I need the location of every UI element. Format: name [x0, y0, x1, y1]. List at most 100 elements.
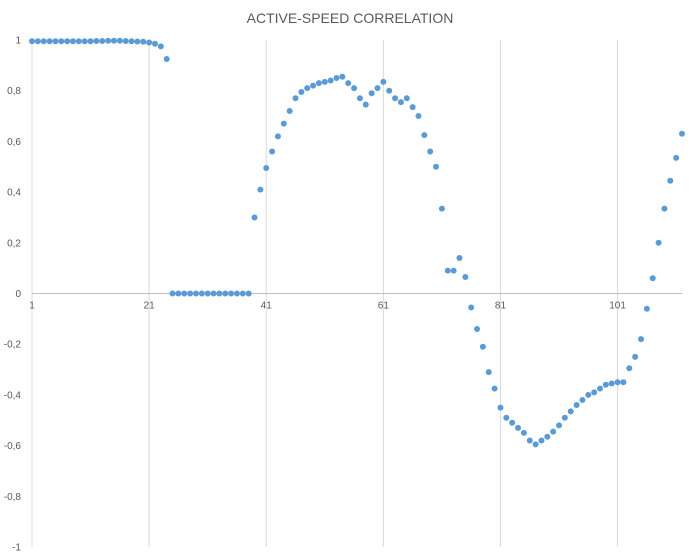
data-point — [40, 38, 47, 45]
data-point — [632, 353, 639, 360]
data-point — [292, 95, 299, 102]
data-point — [386, 87, 393, 94]
x-tick-label: 21 — [144, 301, 156, 312]
data-point — [515, 424, 522, 431]
data-point — [392, 95, 399, 102]
data-point — [321, 78, 328, 85]
data-point — [626, 365, 633, 372]
data-point — [228, 290, 235, 297]
data-point — [110, 37, 117, 44]
chart-title: ACTIVE-SPEED CORRELATION — [247, 10, 454, 26]
data-point — [556, 422, 563, 429]
x-tick-label: 81 — [495, 301, 507, 312]
data-point — [479, 343, 486, 350]
data-point — [567, 408, 574, 415]
x-tick-labels: 1 21 41 61 81 101 — [29, 301, 626, 312]
data-point — [204, 290, 211, 297]
y-tick-label: -0,6 — [4, 441, 22, 452]
data-point — [122, 38, 129, 45]
data-point — [163, 56, 170, 63]
data-point — [146, 39, 153, 46]
data-point — [345, 80, 352, 87]
data-point — [157, 43, 164, 50]
y-tick-label: 0,8 — [7, 86, 21, 97]
data-point — [585, 391, 592, 398]
data-point — [421, 132, 428, 139]
x-tick-label: 61 — [378, 301, 390, 312]
data-point — [456, 255, 463, 262]
data-point — [64, 38, 71, 45]
y-tick-label: -0,4 — [4, 390, 22, 401]
data-point — [99, 38, 106, 45]
data-point — [403, 95, 410, 102]
y-tick-label: -0,8 — [4, 492, 22, 503]
data-point — [75, 38, 82, 45]
data-point — [667, 177, 674, 184]
data-point — [187, 290, 194, 297]
data-point — [368, 90, 375, 97]
data-point — [245, 290, 252, 297]
data-point — [649, 275, 656, 282]
data-point — [181, 290, 188, 297]
data-points — [29, 37, 685, 448]
data-point — [474, 325, 481, 332]
data-point — [327, 77, 334, 84]
data-point — [643, 305, 650, 312]
data-point — [544, 433, 551, 440]
data-point — [298, 88, 305, 95]
data-point — [222, 290, 229, 297]
data-point — [444, 267, 451, 274]
data-point — [579, 396, 586, 403]
data-point — [239, 290, 246, 297]
data-point — [497, 404, 504, 411]
data-point — [263, 165, 270, 172]
data-point — [116, 37, 123, 44]
data-point — [269, 148, 276, 155]
data-point — [397, 99, 404, 106]
data-point — [169, 290, 176, 297]
data-point — [128, 38, 135, 45]
data-point — [374, 85, 381, 92]
data-point — [550, 428, 557, 435]
data-point — [105, 37, 112, 44]
data-point — [380, 78, 387, 85]
y-tick-label: -1 — [12, 543, 21, 554]
y-tick-label: 0 — [15, 289, 21, 300]
x-tick-label: 1 — [29, 301, 35, 312]
data-point — [151, 40, 158, 47]
data-point — [274, 133, 281, 140]
data-point — [503, 414, 510, 421]
y-tick-label: 0,6 — [7, 137, 21, 148]
data-point — [620, 379, 627, 386]
data-point — [532, 441, 539, 448]
data-point — [573, 402, 580, 409]
x-tick-label: 41 — [261, 301, 273, 312]
y-tick-label: 1 — [15, 36, 21, 47]
x-tick-label: 101 — [609, 301, 626, 312]
data-point — [491, 385, 498, 392]
y-tick-label: 0,2 — [7, 238, 21, 249]
data-point — [69, 38, 76, 45]
data-point — [52, 38, 59, 45]
y-tick-label: -0,2 — [4, 340, 22, 351]
data-point — [638, 336, 645, 343]
data-point — [351, 85, 358, 92]
data-point — [304, 85, 311, 92]
data-point — [257, 186, 264, 193]
data-point — [561, 414, 568, 421]
data-point — [415, 113, 422, 120]
data-point — [175, 290, 182, 297]
data-point — [315, 80, 322, 87]
data-point — [339, 73, 346, 80]
data-point — [673, 154, 680, 161]
data-point — [29, 38, 35, 45]
data-point — [310, 82, 317, 89]
data-point — [591, 389, 598, 396]
y-tick-label: 0,4 — [7, 188, 21, 199]
data-point — [433, 163, 440, 170]
data-point — [526, 437, 533, 444]
data-point — [280, 120, 287, 127]
data-point — [251, 214, 258, 221]
